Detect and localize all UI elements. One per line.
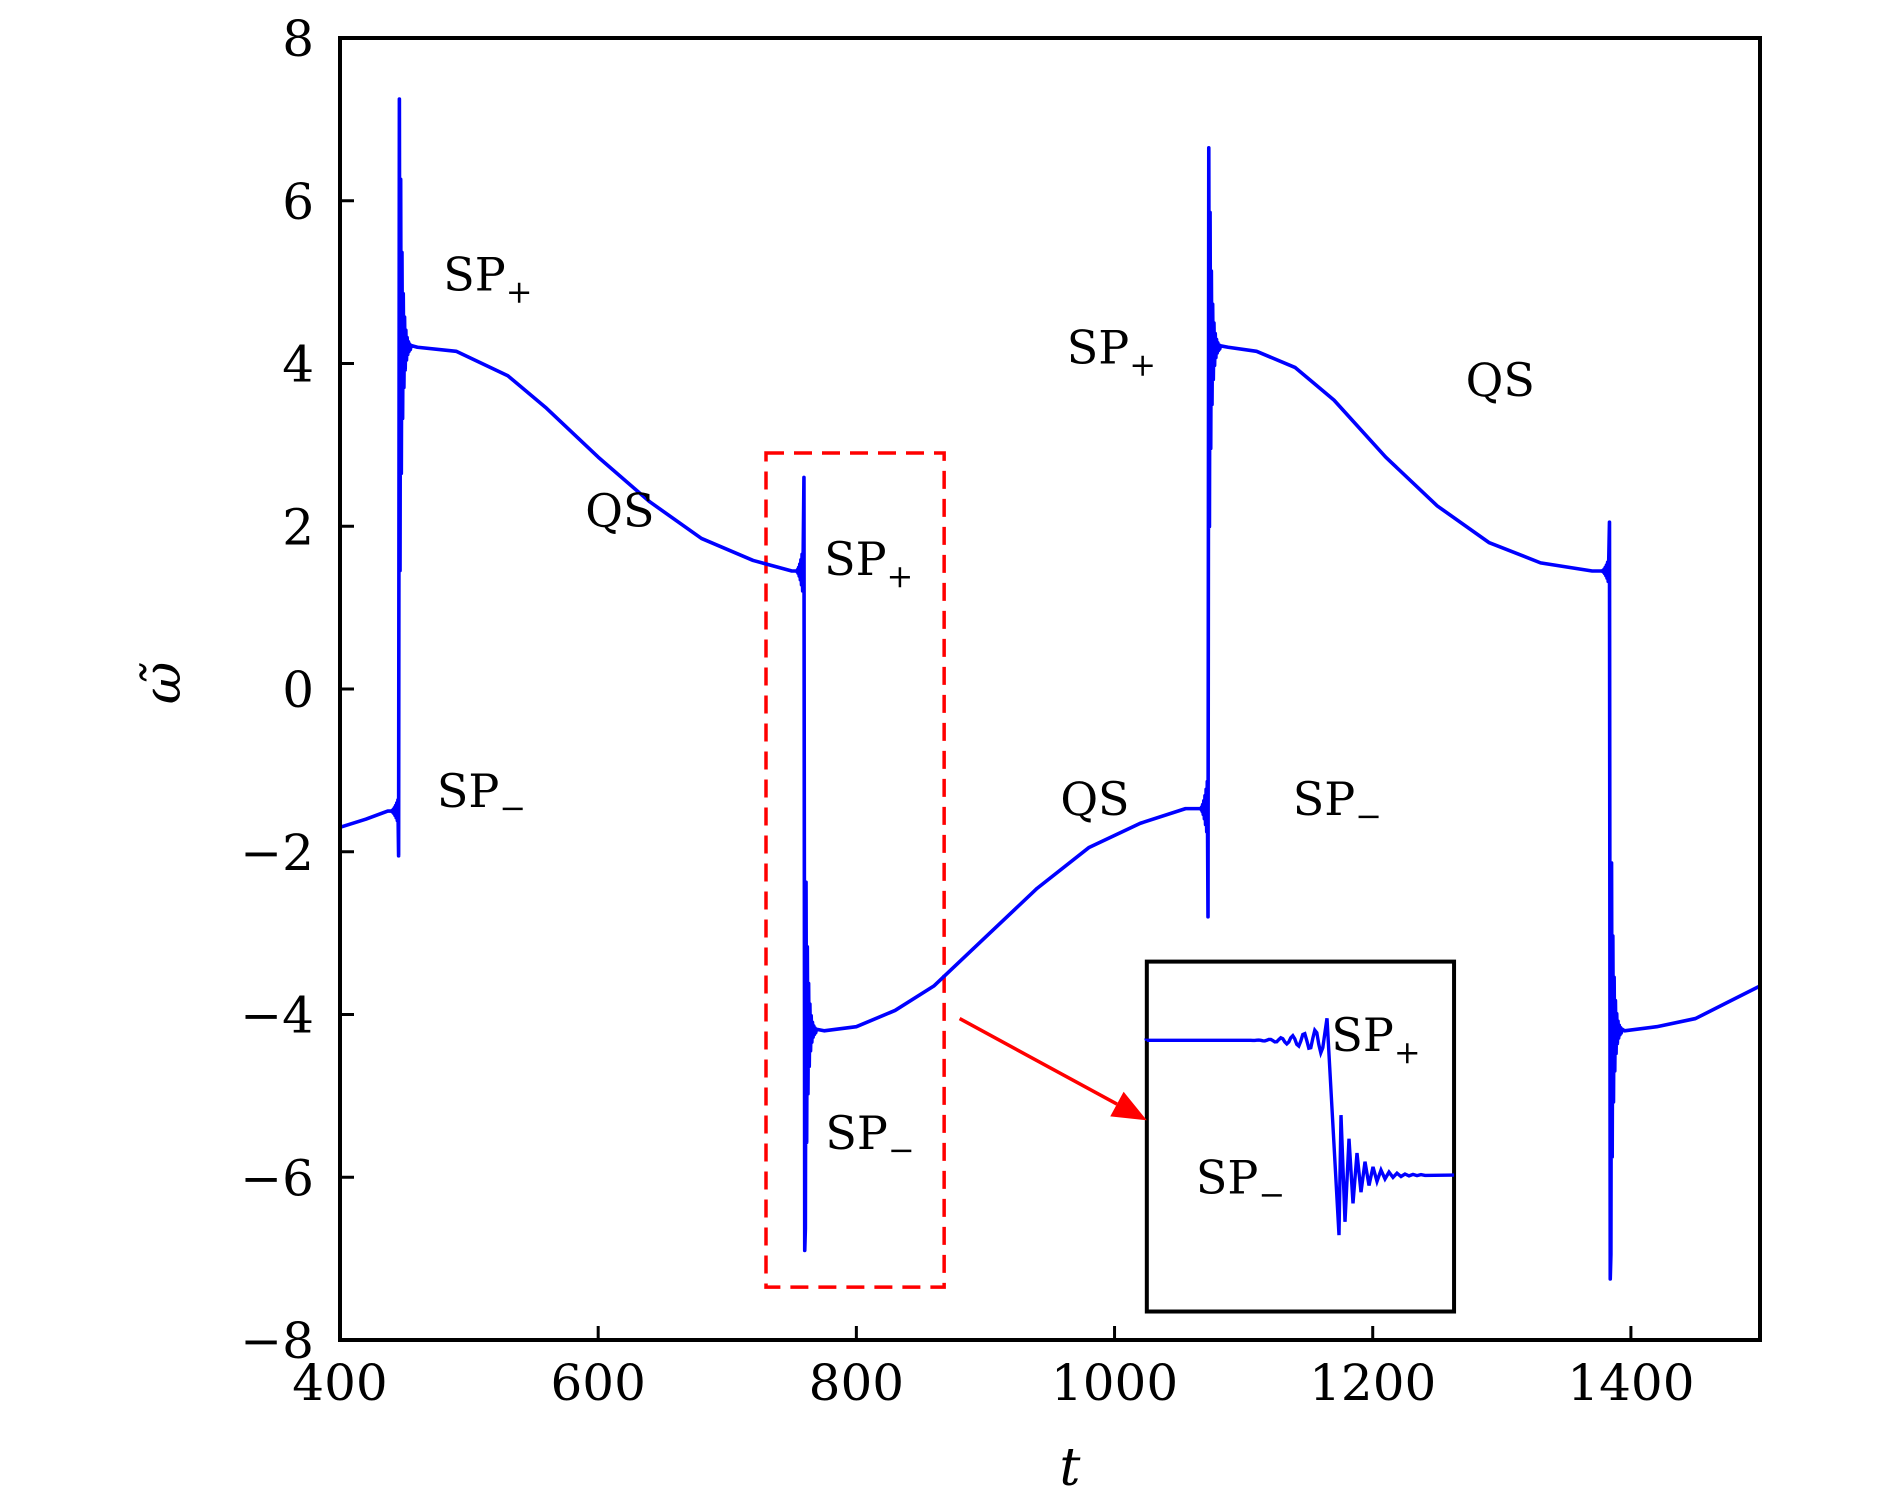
annotation-label: SP+	[1331, 1008, 1420, 1071]
y-tick-label: −8	[240, 1312, 314, 1370]
series-layer	[339, 97, 1761, 1281]
series-line	[339, 97, 1761, 1281]
y-axis-label: ω̃	[133, 662, 193, 704]
x-tick-label: 600	[550, 1354, 645, 1412]
annotation-label: SP−	[825, 1106, 914, 1169]
inset-series-line	[1144, 1018, 1455, 1236]
highlight-box-layer	[764, 451, 946, 1289]
y-tick-label: 8	[282, 10, 314, 68]
x-tick-label: 1200	[1309, 1354, 1436, 1412]
arrow-layer	[958, 1017, 1147, 1121]
inset-arrow-line	[958, 1017, 1118, 1106]
y-tick-label: −2	[240, 824, 314, 882]
plot-frame	[338, 36, 1762, 1342]
x-axis-label: t	[1060, 1438, 1081, 1498]
y-tick-label: 2	[282, 498, 314, 556]
y-tick-label: −4	[240, 987, 314, 1045]
x-tick-label: 800	[809, 1354, 904, 1412]
inset-layer	[1144, 959, 1457, 1314]
annotation-label: SP−	[1196, 1151, 1285, 1214]
annotation-label: SP+	[443, 247, 532, 310]
x-tick-label: 400	[292, 1354, 387, 1412]
inset-arrow-head	[1110, 1091, 1147, 1121]
annotation-label: SP+	[824, 532, 913, 595]
annotation-label: QS	[1466, 353, 1535, 407]
annotation-label: SP+	[1067, 321, 1156, 384]
y-tick-label: 4	[282, 336, 314, 394]
axes-layer: 400 600 800 1000 1200 1400 −8 −6 −4 −2 0 2 4 6 8	[240, 10, 1762, 1412]
inset-frame	[1144, 959, 1457, 1314]
y-tick-label: −6	[240, 1149, 314, 1207]
annotation-label: QS	[1060, 772, 1129, 826]
y-tick-label: 6	[282, 173, 314, 231]
annotation-label: SP−	[437, 764, 526, 827]
annotation-label: QS	[585, 483, 654, 537]
annotation-label: SP−	[1293, 772, 1382, 835]
x-tick-label: 1000	[1051, 1354, 1178, 1412]
highlight-box	[764, 451, 946, 1289]
annotation-layer: SP+ QS SP− SP+ SP− QS SP+ QS SP− SP+ SP−	[437, 247, 1535, 1213]
y-tick-label: 0	[282, 661, 314, 719]
x-tick-label: 1400	[1567, 1354, 1694, 1412]
